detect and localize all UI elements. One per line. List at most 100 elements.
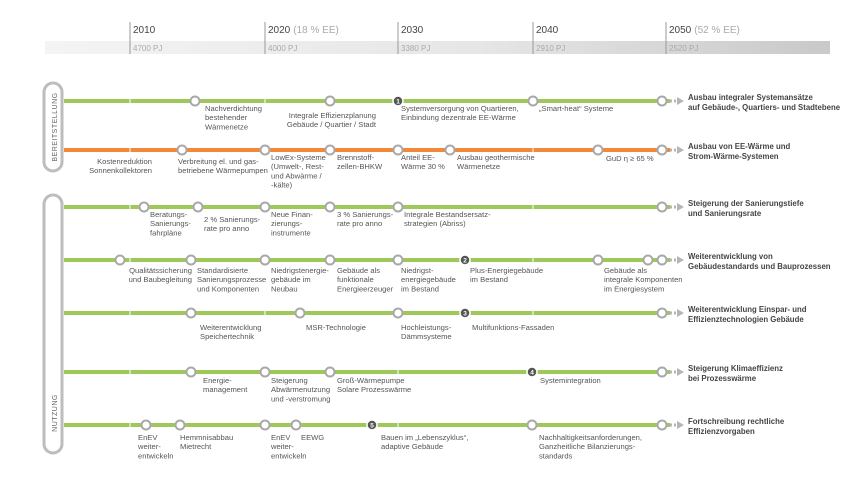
row-goal: Ausbau von EE-Wärme und Strom-Wärme-Syste…	[688, 142, 790, 161]
milestone-label: Systemversorgung von Quartieren, Einbindu…	[401, 104, 519, 122]
section-label-nutzung: NUTZUNG	[52, 394, 59, 432]
roadmap-row: Kostenreduktion Sonnenkollektoren Verbreit…	[64, 142, 790, 190]
ee-share: (18 % EE)	[293, 25, 339, 36]
year-label: 2050 (52 % EE)	[669, 25, 740, 36]
section-nutzung: NUTZUNG	[42, 193, 64, 455]
milestone-label: GuD η ≥ 65 %	[606, 154, 654, 163]
milestone-label: Qualitätssicherung und Baubegleitung	[129, 266, 192, 284]
milestone-node	[290, 419, 302, 431]
milestone-node	[114, 254, 126, 266]
milestone-label: Niedrigst-energiegebäude im Bestand	[401, 266, 456, 293]
milestone-number: 5	[370, 423, 374, 430]
milestone-node	[656, 144, 668, 156]
milestone-label: Ausbau geothermische Wärmenetze	[457, 153, 535, 171]
milestone-label: EnEV weiter-entwickeln	[137, 433, 173, 460]
roadmap-row: 2 Qualitätssicherung und Baubegleitung Stan…	[64, 252, 831, 293]
milestone-label: Integrale Effizienzplanung Gebäude / Quar…	[287, 111, 377, 129]
roadmap-rows: 1 Nachverdichtung bestehender Wärmenetze Int…	[64, 93, 841, 460]
milestone-number-node	[459, 307, 471, 319]
milestone-label: Bauen im „Lebenszyklus“, adaptive Gebäude	[381, 433, 468, 451]
roadmap-row: 4 Energie-management Steigerung Abwärmenutz…	[64, 364, 783, 403]
milestone-node	[656, 366, 668, 378]
milestone-node	[324, 366, 336, 378]
milestone-node	[392, 307, 404, 319]
milestone-node	[392, 254, 404, 266]
milestone-node	[176, 144, 188, 156]
milestone-node	[656, 95, 668, 107]
year-label: 2010	[133, 25, 156, 36]
energy-demand-label: 3380 PJ	[401, 44, 430, 53]
milestone-label: Brennstoff-zellen-BHKW	[337, 153, 383, 171]
milestone-label: Hochleistungs-Dämmsysteme	[401, 323, 452, 341]
milestone-label: Nachhaltigkeitsanforderungen, Ganzheitlic…	[539, 433, 642, 460]
milestone-node	[656, 201, 668, 213]
row-goal: Fortschreibung rechtliche Effizienzvorgab…	[688, 417, 785, 436]
milestone-label: Gebäude als integrale Komponenten im Energ…	[604, 266, 683, 293]
milestone-label: Weiterentwicklung Speichertechnik	[200, 323, 261, 341]
arrow-head-icon	[677, 309, 684, 317]
milestone-node	[527, 95, 539, 107]
milestone-label: Groß-Wärmepumpe Solare Prozesswärme	[337, 376, 411, 394]
milestone-node	[259, 419, 271, 431]
ee-share: (52 % EE)	[694, 25, 740, 36]
roadmap-row: Beratungs-Sanierungs-fahrpläne 2 % Sanier…	[64, 199, 804, 237]
milestone-node	[324, 254, 336, 266]
milestone-node	[174, 419, 186, 431]
arrow-head-icon	[677, 368, 684, 376]
section-bereitstellung: BEREITSTELLUNG	[42, 81, 64, 173]
milestone-label: Kostenreduktion Sonnenkollektoren	[89, 157, 152, 175]
milestone-node	[259, 254, 271, 266]
milestone-label: Plus-Energiegebäude im Bestand	[470, 266, 543, 284]
milestone-label: Beratungs-Sanierungs-fahrpläne	[150, 210, 191, 237]
row-goal: Weiterentwicklung von Gebäudestandards un…	[688, 252, 831, 271]
milestone-label: Neue Finan-zierungs-instrumente	[271, 210, 313, 237]
energy-demand-label: 4700 PJ	[133, 44, 162, 53]
energy-demand-label: 4000 PJ	[268, 44, 297, 53]
milestone-label: Steigerung Abwärmenutzung und -verstromung	[271, 376, 331, 403]
milestone-label: MSR-Technologie	[306, 323, 366, 332]
energy-demand-label: 2520 PJ	[669, 44, 698, 53]
arrow-head-icon	[677, 146, 684, 154]
milestone-node	[526, 419, 538, 431]
milestone-label: „Smart-heat“ Systeme	[539, 104, 613, 113]
milestone-node	[185, 366, 197, 378]
milestone-number: 4	[530, 370, 534, 377]
milestone-label: EEWG	[301, 433, 324, 442]
roadmap-row: 1 Nachverdichtung bestehender Wärmenetze Int…	[64, 93, 841, 131]
timeline-header: 2010 4700 PJ 2020 (18 % EE) 4000 PJ 2030 3380 …	[129, 22, 740, 54]
milestone-label: Nachverdichtung bestehender Wärmenetze	[205, 104, 262, 131]
milestone-node	[656, 254, 668, 266]
milestone-number-node	[526, 366, 538, 378]
milestone-node	[656, 419, 668, 431]
arrow-head-icon	[677, 421, 684, 429]
row-goal: Weiterentwicklung Einspar- und Effizienzt…	[688, 305, 807, 324]
milestone-label: Gebäude als funktionale Energieerzeuger	[337, 266, 394, 293]
milestone-number-node	[392, 95, 404, 107]
arrow-head-icon	[677, 203, 684, 211]
milestone-node	[324, 144, 336, 156]
milestone-label: Anteil EE-Wärme 30 %	[401, 153, 445, 171]
milestone-node	[392, 201, 404, 213]
milestone-number: 2	[463, 258, 467, 265]
milestone-label: Integrale Bestandsersatz-strategien (Abr…	[404, 210, 491, 228]
milestone-node	[185, 254, 197, 266]
milestone-node	[259, 201, 271, 213]
milestone-label: LowEx-Systeme (Umwelt-, Rest-und Abwärme …	[271, 153, 326, 190]
energy-demand-label: 2910 PJ	[536, 44, 565, 53]
arrow-head-icon	[677, 256, 684, 264]
year-label: 2020 (18 % EE)	[268, 25, 339, 36]
milestone-node	[592, 144, 604, 156]
arrow-head-icon	[677, 97, 684, 105]
milestone-label: Standardisierte Sanierungsprozesse und Kom…	[197, 266, 266, 293]
milestone-label: Multifunktions-Fassaden	[472, 323, 554, 332]
milestone-label: Systemintegration	[540, 376, 601, 385]
roadmap-row: 3 Weiterentwicklung Speichertechnik MSR-Tec…	[64, 305, 807, 341]
section-label-bereitstellung: BEREITSTELLUNG	[52, 92, 59, 161]
milestone-label: 2 % Sanierungs-rate pro anno	[204, 215, 261, 233]
milestone-number-node	[366, 419, 378, 431]
milestone-node	[656, 307, 668, 319]
milestone-node	[444, 144, 456, 156]
milestone-node	[259, 366, 271, 378]
milestone-label: Hemmnisabbau Mietrecht	[180, 433, 233, 451]
